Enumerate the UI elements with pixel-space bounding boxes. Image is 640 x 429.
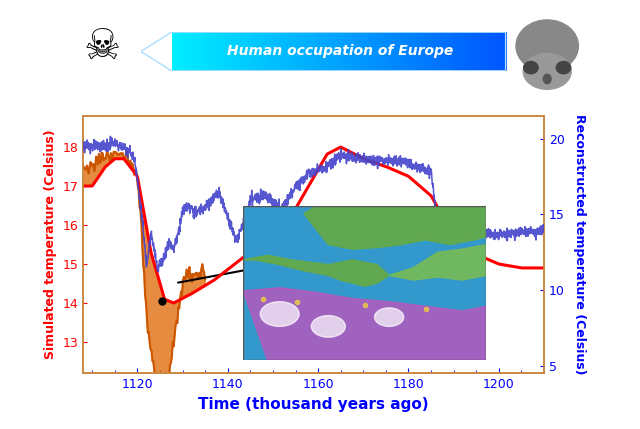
Circle shape [311,316,346,337]
Circle shape [374,308,404,326]
Polygon shape [304,206,486,249]
Ellipse shape [524,54,572,89]
Ellipse shape [516,20,579,72]
Ellipse shape [524,61,538,74]
Polygon shape [243,255,389,286]
Polygon shape [389,245,486,280]
Y-axis label: Simulated temperature (Celsius): Simulated temperature (Celsius) [44,130,57,360]
Y-axis label: Reconstructed temperature (Celsius): Reconstructed temperature (Celsius) [573,114,586,375]
Polygon shape [243,288,486,360]
Ellipse shape [556,61,571,74]
Circle shape [260,302,299,326]
Ellipse shape [543,74,551,84]
Text: Human occupation of Europe: Human occupation of Europe [227,45,454,58]
Text: ☠: ☠ [84,26,121,68]
X-axis label: Time (thousand years ago): Time (thousand years ago) [198,397,429,412]
